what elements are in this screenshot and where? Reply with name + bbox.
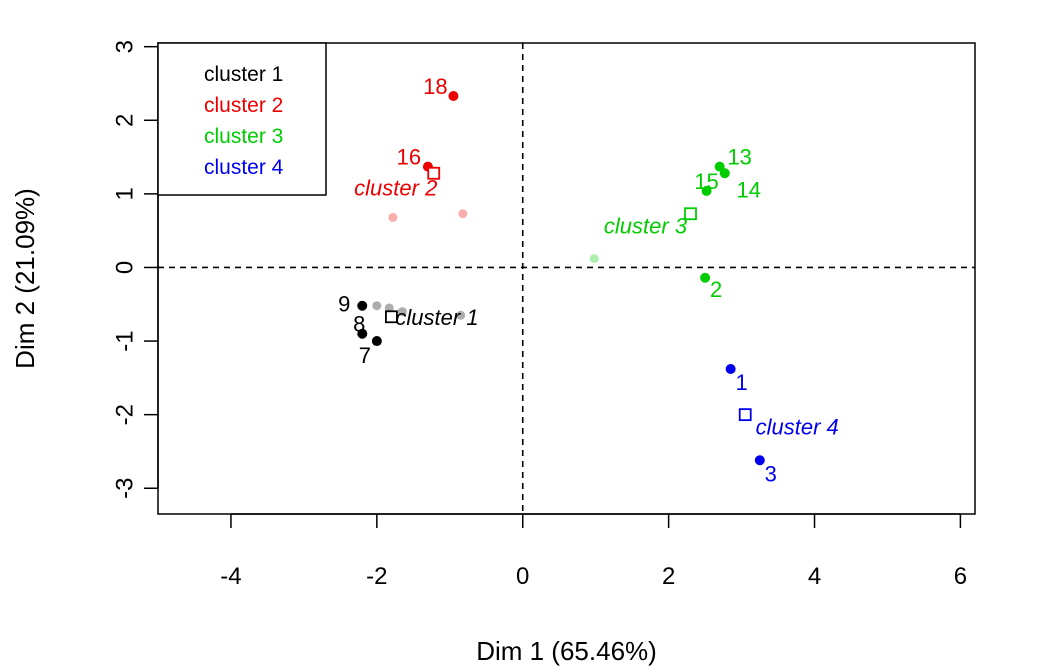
point-label-9: 9: [338, 292, 350, 317]
faded-point-cluster-1: [456, 310, 466, 320]
point-label-13: 13: [727, 145, 751, 170]
faded-point-cluster-1: [384, 303, 394, 313]
legend-box: [157, 42, 327, 196]
cluster-label-3: cluster 3: [604, 214, 688, 239]
y-axis: -3 -2 -1 0 1 2 3: [111, 40, 159, 499]
legend: cluster 1 cluster 2 cluster 3 cluster 4: [157, 42, 327, 196]
point-label-18: 18: [423, 74, 447, 99]
data-point-15: [701, 185, 712, 196]
point-label-3: 3: [765, 461, 777, 486]
x-tick-label: 6: [954, 563, 967, 590]
x-tick-label: 0: [516, 563, 529, 590]
reference-lines: [158, 43, 975, 514]
point-label-2: 2: [710, 277, 722, 302]
data-point-9: [357, 300, 368, 311]
x-tick-label: 2: [662, 563, 675, 590]
faded-points: [372, 209, 599, 320]
data-point-3: [754, 455, 765, 466]
cluster-center-3: [684, 207, 697, 221]
legend-entry-2: cluster 2: [204, 94, 283, 117]
faded-point-cluster-1: [372, 301, 382, 311]
point-label-1: 1: [736, 370, 748, 395]
cluster-label-1: cluster 1: [395, 305, 478, 330]
legend-entry-1: cluster 1: [204, 63, 283, 86]
data-point-8: [357, 328, 368, 339]
y-tick-label: 1: [111, 187, 138, 200]
data-point-7: [371, 336, 382, 347]
point-label-16: 16: [397, 145, 421, 170]
point-label-15: 15: [694, 169, 718, 194]
point-label-8: 8: [353, 312, 365, 337]
y-tick-label: 3: [111, 40, 138, 53]
y-tick-label: 2: [111, 114, 138, 127]
faded-point-cluster-3: [589, 254, 599, 264]
x-tick-label: 4: [808, 563, 821, 590]
point-label-14: 14: [737, 177, 761, 202]
point-label-7: 7: [359, 343, 371, 368]
data-points: [357, 90, 765, 466]
y-tick-label: -1: [111, 330, 138, 351]
x-tick-label: -2: [366, 563, 387, 590]
y-tick-label: -3: [111, 478, 138, 499]
x-tick-label: -4: [220, 563, 241, 590]
faded-point-cluster-1: [397, 307, 407, 317]
legend-entry-3: cluster 3: [204, 125, 283, 148]
cluster-center-2: [427, 166, 441, 180]
faded-point-cluster-2: [388, 212, 398, 222]
y-tick-label: -2: [111, 404, 138, 425]
cluster-center-4: [738, 408, 752, 422]
faded-point-cluster-2: [458, 209, 468, 219]
data-point-2: [700, 272, 711, 283]
cluster-center-1: [385, 310, 398, 324]
data-point-1: [725, 364, 736, 375]
y-tick-label: 0: [111, 261, 138, 274]
cluster-label-4: cluster 4: [756, 415, 839, 440]
data-point-14: [719, 168, 730, 179]
cluster-centers: [385, 166, 752, 422]
x-axis: -4 -2 0 2 4 6: [220, 513, 967, 590]
cluster-label-2: cluster 2: [354, 175, 437, 200]
y-axis-title: Dim 2 (21.09%): [10, 188, 40, 369]
legend-entry-4: cluster 4: [204, 156, 284, 179]
data-point-18: [448, 90, 459, 101]
x-axis-title: Dim 1 (65.46%): [476, 636, 657, 666]
